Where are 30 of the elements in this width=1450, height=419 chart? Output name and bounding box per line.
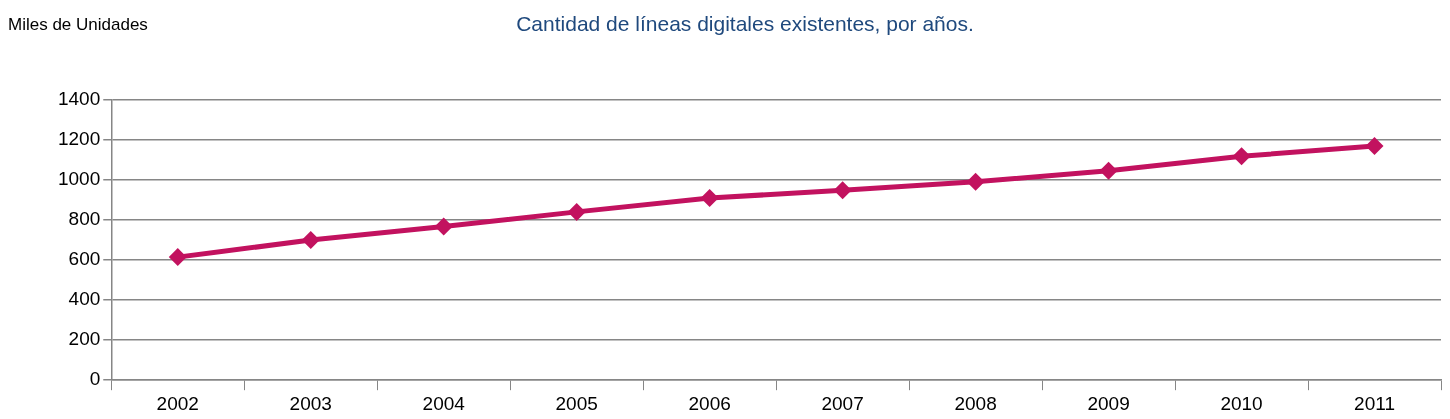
y-tick-label: 1400 xyxy=(57,88,101,110)
x-tick-label: 2010 xyxy=(1220,392,1263,414)
point xyxy=(168,248,187,267)
point xyxy=(301,231,320,250)
point xyxy=(1232,147,1251,166)
point xyxy=(966,172,985,191)
y-tick-label: 800 xyxy=(68,208,101,230)
y-tick-label: 400 xyxy=(68,288,101,310)
y-tick-label: 1000 xyxy=(57,168,101,190)
y-tick-label: 200 xyxy=(68,328,101,350)
point xyxy=(1365,137,1384,156)
y-axis-title: Miles de Unidades xyxy=(8,15,148,35)
x-tick-label: 2007 xyxy=(821,392,864,414)
point xyxy=(434,217,453,236)
x-tick-label: 2004 xyxy=(422,392,466,414)
x-tick-label: 2009 xyxy=(1087,392,1130,414)
point xyxy=(700,189,719,208)
point xyxy=(833,181,852,200)
x-tick-label: 2002 xyxy=(156,392,199,414)
y-tick-label: 1200 xyxy=(57,128,101,150)
x-tick-label: 2006 xyxy=(688,392,731,414)
x-tick-label: 2008 xyxy=(954,392,997,414)
y-tick-label: 0 xyxy=(89,368,101,390)
x-tick-label: 2011 xyxy=(1354,392,1395,414)
x-tick-label: 2003 xyxy=(289,392,332,414)
x-tick-label: 2005 xyxy=(555,392,598,414)
y-tick-label: 600 xyxy=(68,248,101,270)
point xyxy=(1099,161,1118,180)
point xyxy=(567,202,586,221)
chart-title: Cantidad de líneas digitales existentes, por años. xyxy=(516,12,974,35)
